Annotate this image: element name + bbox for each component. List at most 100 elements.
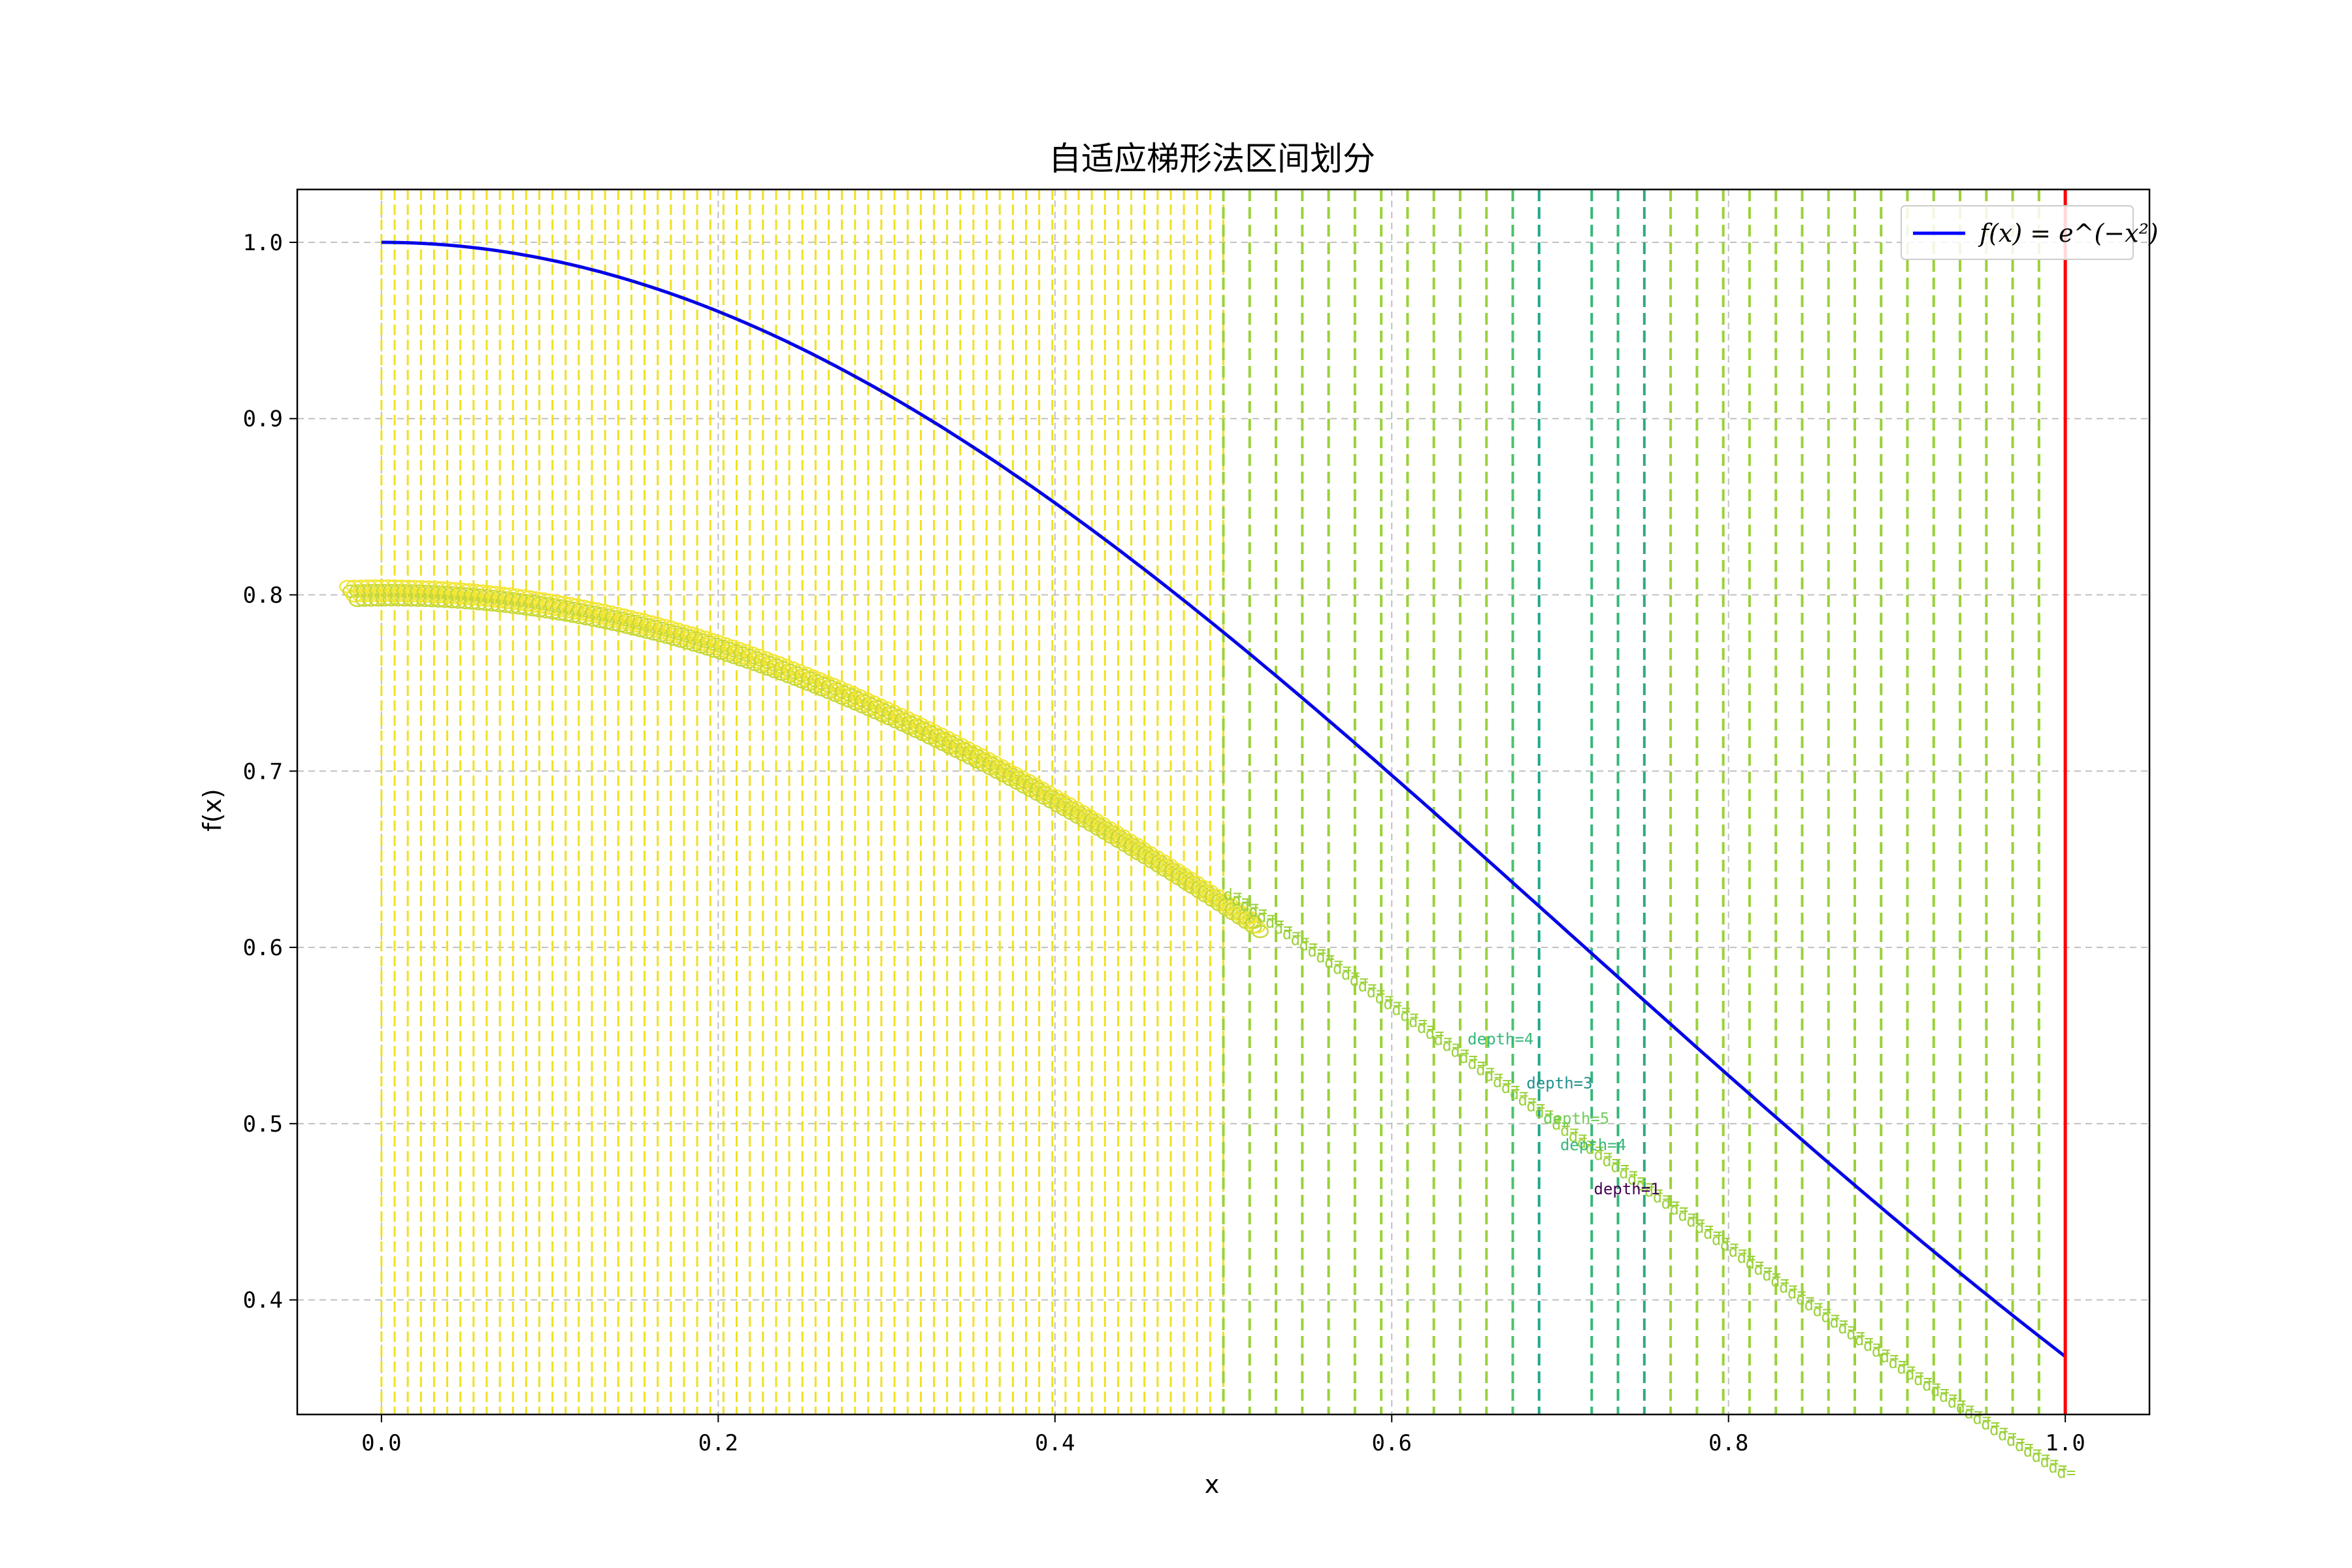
curve-layer [381, 189, 2067, 1414]
depth-ribbon-label: d= [1484, 1067, 1503, 1085]
depth-ribbon-label: d= [1535, 1103, 1554, 1121]
depth-ribbon-label: d= [1644, 1182, 1663, 1200]
depth-ribbon-label: d= [1939, 1388, 1958, 1406]
depth-ribbon-label: d= [1965, 1404, 1984, 1422]
depth-ribbon-label: d= [1669, 1200, 1688, 1218]
chart-title: 自适应梯形法区间划分 [1049, 140, 1375, 178]
depth-ribbon-label: d= [2048, 1458, 2067, 1477]
depth-ribbon-label: d= [1619, 1164, 1638, 1182]
depth-ribbon-label: d= [1821, 1307, 1840, 1326]
depth-ribbon-label: d= [1846, 1325, 1865, 1343]
depth-ribbon-label: d= [1526, 1097, 1545, 1115]
depth-label: depth=4 [1467, 1030, 1533, 1048]
depth-ribbon-label: d= [1796, 1290, 1815, 1308]
subdivision-glyph [1251, 924, 1269, 938]
x-axis-label: x [1205, 1470, 1220, 1499]
depth-ribbon-label: d= [1333, 960, 1352, 978]
depth-ribbon-label: d= [1518, 1091, 1537, 1109]
depth-ribbon-label: d= [1610, 1158, 1629, 1176]
depth-ribbon-label: d= [1493, 1073, 1512, 1091]
depth-ribbon-label: d= [1703, 1224, 1722, 1243]
depth-ribbon-label: d= [1443, 1036, 1462, 1054]
depth-ribbon-label: d= [1307, 942, 1326, 960]
depth-ribbon-label: d= [1299, 936, 1318, 955]
depth-ribbon-label: d= [1586, 1139, 1605, 1158]
x-axis-ticks: 0.0 0.2 0.4 0.6 0.8 1.0 [361, 1414, 2085, 1456]
y-tick-label: 1.0 [243, 230, 283, 256]
x-tick-label: 0.8 [1708, 1430, 1748, 1456]
depth-ribbon-label: d= [1678, 1206, 1697, 1224]
depth-ribbon-label: d= [1737, 1249, 1756, 1267]
x-tick-label: 0.4 [1035, 1430, 1075, 1456]
depth-ribbon-label: d= [1552, 1115, 1571, 1134]
depth-ribbon-label: d= [1476, 1060, 1495, 1079]
plot-frame [296, 188, 2151, 1416]
depth-ribbon-label: d= [1409, 1013, 1428, 1031]
depth-ribbon-label: d= [1392, 1001, 1411, 1019]
depth-ribbon-label: d= [1686, 1213, 1705, 1231]
depth-ribbon-label: d= [1291, 930, 1310, 949]
depth-ribbon-label: d= [1543, 1109, 1562, 1128]
depth-label: depth=4 [1560, 1135, 1626, 1154]
plot-area: d=d=d=d=d=d=d=d=d=d=d=d=d=d=d=d=d=d=d=d=… [296, 188, 2151, 1482]
trapezoid-overlay [381, 241, 2066, 1358]
depth-ribbon-label: d= [2006, 1431, 2025, 1450]
legend-box [1901, 205, 2134, 260]
depth-ribbon-label: d= [1855, 1331, 1874, 1349]
depth-ribbon-label: d= [1981, 1415, 2000, 1433]
depth-ribbon-label: d= [1762, 1266, 1781, 1284]
depth-label: depth=5 [1543, 1109, 1609, 1128]
depth-ribbon-label: d= [1931, 1382, 1950, 1400]
depth-ribbon-label: d= [1636, 1176, 1655, 1194]
depth-ribbon-label: d= [1450, 1043, 1469, 1061]
depth-ribbon-label: d= [1434, 1030, 1453, 1049]
depth-ribbon-label: d= [1324, 954, 1343, 972]
depth-label: depth=1 [1594, 1180, 1660, 1198]
depth-ribbon-label: d= [1577, 1134, 1596, 1152]
y-axis-ticks: 0.4 0.5 0.6 0.7 0.8 0.9 1.0 [243, 230, 297, 1314]
depth-ribbon-label: d= [1897, 1360, 1916, 1378]
depth-ribbon-label: d= [1914, 1371, 1933, 1389]
y-tick-label: 0.4 [243, 1288, 283, 1314]
depth-ribbon-label: d= [1788, 1284, 1806, 1302]
depth-ribbon-label: d= [1274, 919, 1293, 938]
depth-ribbon-label: d= [1972, 1410, 1991, 1428]
depth-ribbon-label: d= [1501, 1079, 1520, 1097]
depth-ribbon-label: d= [1602, 1152, 1621, 1170]
depth-ribbon-label: d= [1863, 1337, 1882, 1355]
depth-ribbon-label: d= [1771, 1272, 1789, 1290]
depth-ribbon-label: d= [1872, 1342, 1891, 1360]
depth-annotation-layer: d=d=d=d=d=d=d=d=d=d=d=d=d=d=d=d=d=d=d=d=… [339, 579, 2076, 1482]
x-tick-label: 0.0 [361, 1430, 401, 1456]
depth-ribbon-label: d= [1240, 896, 1259, 915]
depth-ribbon-label: d= [2015, 1437, 2034, 1455]
depth-ribbon-label: d= [1653, 1188, 1672, 1207]
x-tick-label: 0.6 [1372, 1430, 1412, 1456]
depth-ribbon-label: d= [1838, 1319, 1857, 1337]
depth-ribbon-label: d= [1779, 1278, 1798, 1296]
depth-ribbon-label: d= [1720, 1236, 1739, 1254]
depth-ribbon-label: d= [1745, 1254, 1764, 1273]
x-tick-label: 0.2 [698, 1430, 738, 1456]
depth-ribbon-label: d= [1805, 1296, 1823, 1314]
depth-ribbon-label: d= [1948, 1393, 1967, 1411]
depth-ribbon-label: d= [1627, 1170, 1646, 1188]
depth-ribbon-label: d= [1729, 1243, 1748, 1261]
depth-ribbon-label: d= [1922, 1377, 1941, 1395]
depth-ribbon-label: d= [1998, 1426, 2017, 1445]
x-tick-label: 1.0 [2045, 1430, 2085, 1456]
depth-ribbon-label: d= [1594, 1146, 1613, 1164]
depth-ribbon-label: d= [1560, 1121, 1579, 1139]
depth-ribbon-label: d= [2057, 1463, 2076, 1482]
depth-ribbon-label: d= [1426, 1024, 1445, 1043]
depth-ribbon-label: d= [1889, 1354, 1908, 1372]
depth-ribbon-label: d= [1510, 1085, 1529, 1103]
y-tick-label: 0.5 [243, 1111, 283, 1137]
depth-ribbon-label: d= [1316, 948, 1335, 966]
depth-ribbon-label: d= [1989, 1420, 2008, 1439]
depth-ribbon-label: d= [2032, 1448, 2051, 1466]
depth-ribbon-label: d= [1358, 977, 1377, 995]
depth-ribbon-label: d= [1367, 983, 1386, 1001]
depth-ribbon-label: d= [1257, 908, 1276, 926]
